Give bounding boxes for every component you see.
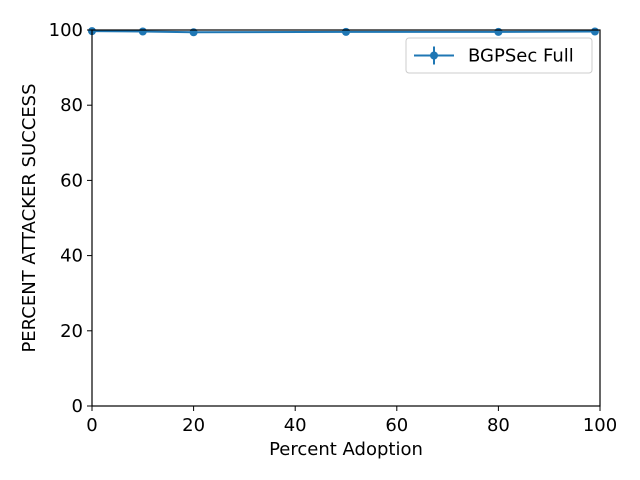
legend-label: BGPSec Full (468, 46, 574, 67)
series-line (91, 30, 595, 34)
x-axis-ticks: 0 20 40 60 80 100 (86, 406, 617, 436)
legend-box (405, 37, 593, 74)
x-tick-label: 60 (385, 415, 408, 436)
x-tick-label: 20 (182, 415, 205, 436)
y-axis-ticks: 0 20 40 60 80 100 (49, 20, 92, 417)
data-point (342, 27, 350, 36)
y-tick-label: 0 (72, 396, 83, 417)
plot-series (88, 27, 599, 37)
y-axis-label: PERCENT ATTACKER SUCCESS (19, 83, 40, 352)
x-tick-label: 40 (284, 415, 307, 436)
data-point (590, 27, 599, 36)
y-tick-label: 40 (60, 246, 83, 267)
plot-frame (91, 29, 601, 407)
y-tick-label: 80 (60, 95, 83, 116)
x-axis-label: Percent Adoption (269, 439, 423, 460)
y-tick-label: 100 (49, 20, 83, 41)
y-tick-label: 20 (60, 321, 83, 342)
x-tick-label: 100 (583, 415, 617, 436)
x-tick-label: 80 (487, 415, 510, 436)
legend-marker-swatch (430, 51, 438, 60)
data-point (138, 27, 147, 36)
x-tick-label: 0 (86, 415, 97, 436)
legend: BGPSec Full (405, 37, 593, 74)
y-tick-label: 60 (60, 170, 83, 191)
data-point (494, 27, 503, 36)
